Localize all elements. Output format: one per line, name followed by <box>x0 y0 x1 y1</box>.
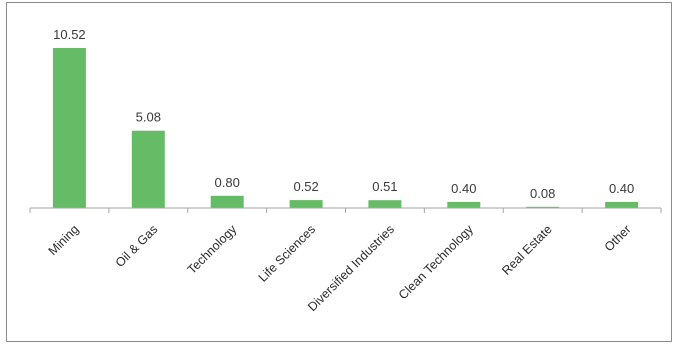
data-label: 10.52 <box>53 27 86 42</box>
bar-oil-gas <box>131 130 165 208</box>
bars-group <box>52 48 639 208</box>
data-label: 0.51 <box>372 179 397 194</box>
data-label: 0.52 <box>293 179 318 194</box>
bar-other <box>605 201 639 208</box>
data-label: 0.08 <box>530 186 555 201</box>
data-label: 5.08 <box>136 110 161 125</box>
x-axis-ticks-group <box>29 208 662 213</box>
value-labels-group: 10.52 5.08 0.80 0.52 0.51 0.40 0.08 0.40 <box>53 27 634 201</box>
category-label: Life Sciences <box>256 222 318 284</box>
category-label: Real Estate <box>499 222 555 278</box>
bar-technology <box>210 195 244 208</box>
chart-frame <box>6 2 672 342</box>
bar-life-sciences <box>289 200 323 208</box>
bar-mining <box>52 48 86 208</box>
category-label: Diversified Industries <box>305 222 397 314</box>
bar-diversified-industries <box>368 200 402 208</box>
category-label: Oil & Gas <box>113 222 161 270</box>
category-label: Mining <box>46 222 82 258</box>
bar-clean-technology <box>447 201 481 208</box>
data-label: 0.40 <box>609 181 634 196</box>
category-label: Clean Technology <box>396 222 477 303</box>
data-label: 0.80 <box>215 175 240 190</box>
category-labels-group: Mining Oil & Gas Technology Life SciencesDi… <box>46 222 634 314</box>
category-label: Technology <box>185 222 240 277</box>
data-label: 0.40 <box>451 181 476 196</box>
category-label: Other <box>602 222 634 254</box>
bar-real-estate <box>526 206 560 208</box>
